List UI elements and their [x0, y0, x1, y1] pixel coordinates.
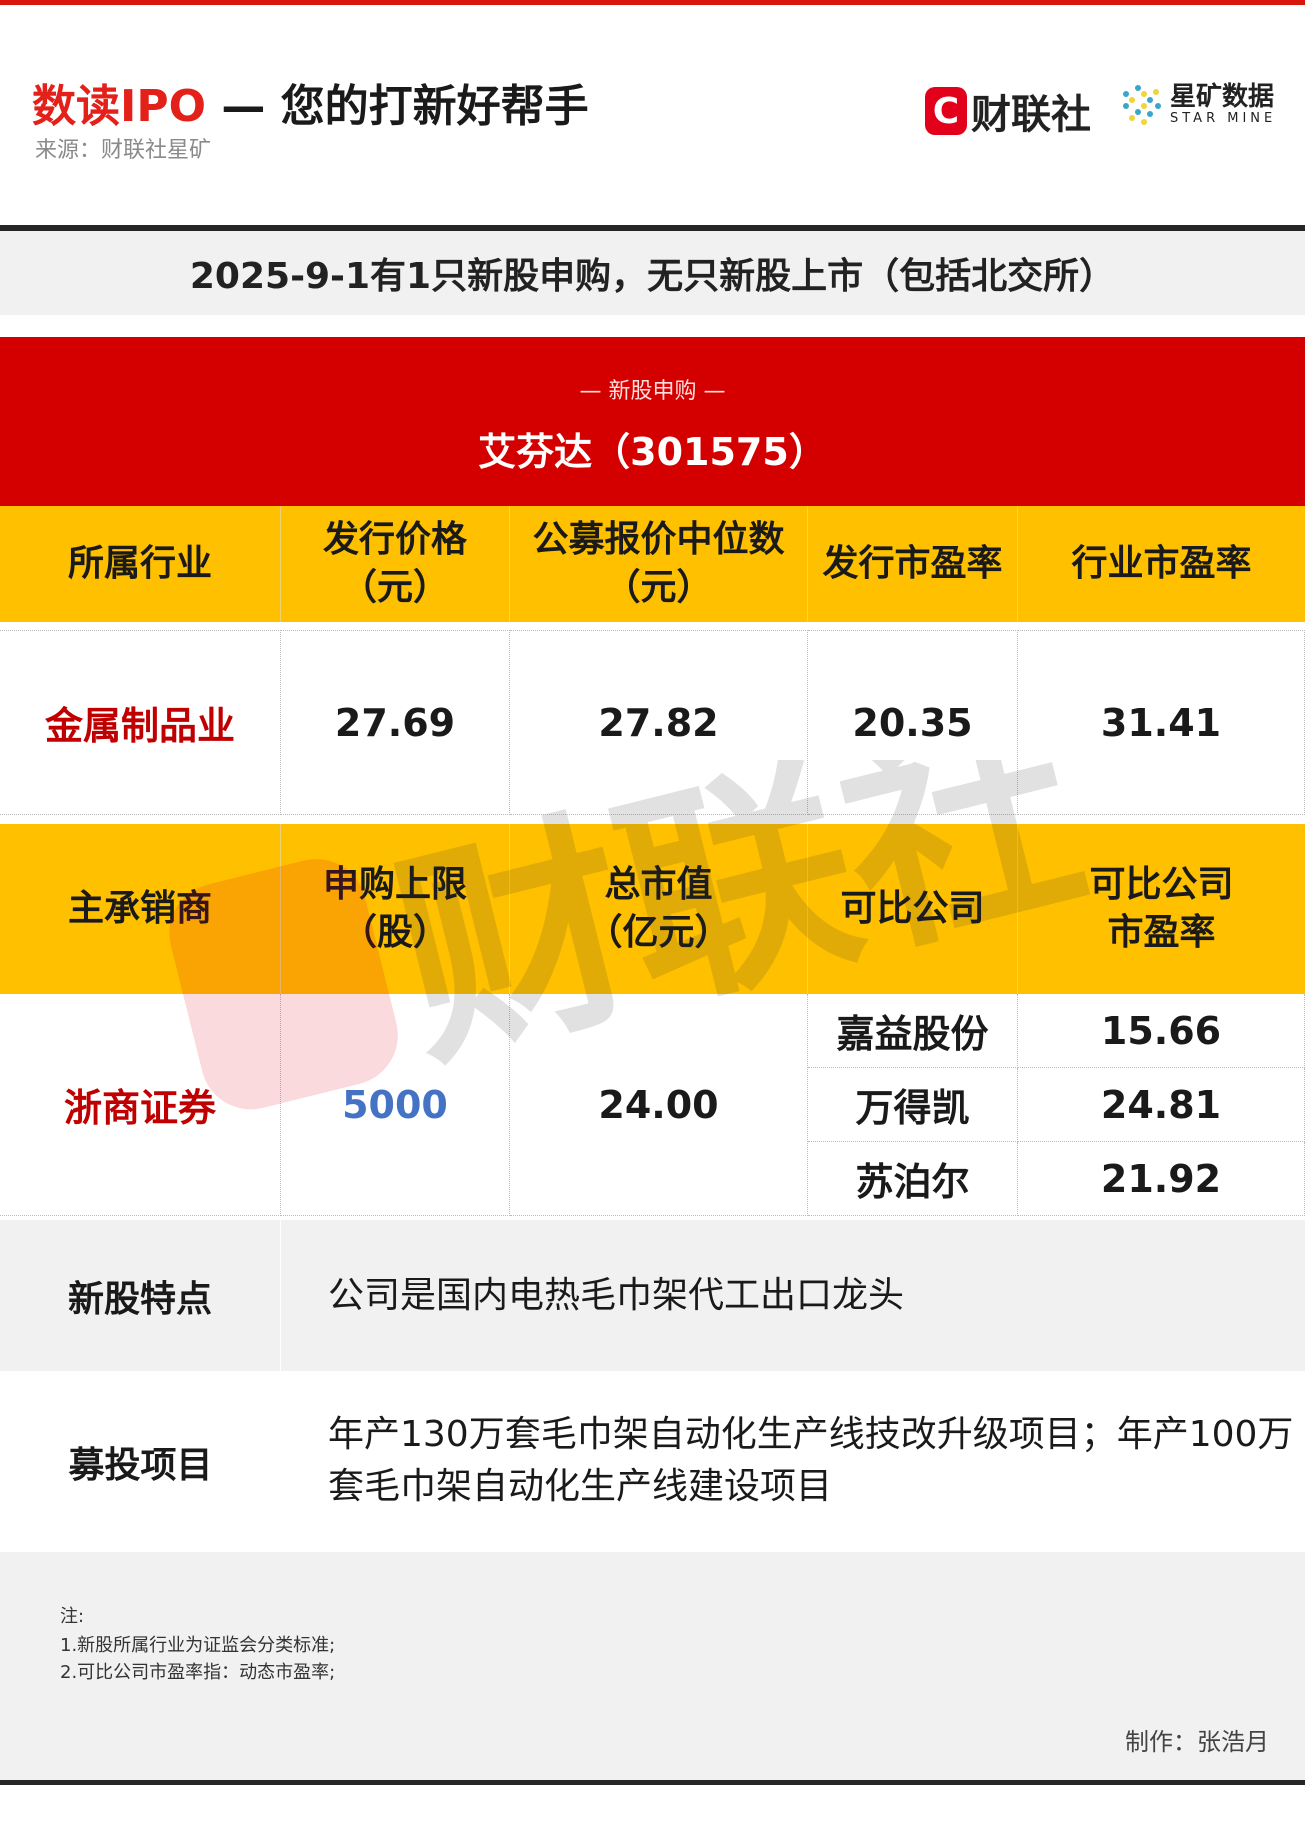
comparable-pe: 21.92	[1018, 1142, 1305, 1216]
market-cap-value: 24.00	[510, 994, 808, 1216]
projects-text: 年产130万套毛巾架自动化生产线技改升级项目；年产100万套毛巾架自动化生产线建…	[328, 1414, 1294, 1507]
features-row: 新股特点 公司是国内电热毛巾架代工出口龙头	[0, 1220, 1305, 1371]
comparable-name: 苏泊尔	[808, 1142, 1018, 1216]
comparable-name: 嘉益股份	[808, 994, 1018, 1068]
author-credit: 制作：张浩月	[1125, 1728, 1269, 1756]
header-subscription-limit: 申购上限 （股）	[281, 824, 510, 994]
header-industry-pe: 行业市盈率	[1018, 506, 1305, 622]
issue-pe-value: 20.35	[808, 630, 1018, 815]
starmine-cn: 星矿数据	[1170, 81, 1275, 112]
industry-pe-value: 31.41	[1018, 630, 1305, 815]
underwriter-value: 浙商证券	[0, 994, 281, 1216]
header-industry: 所属行业	[0, 506, 281, 622]
note-item: 1.新股所属行业为证监会分类标准;	[60, 1635, 336, 1656]
comparable-pe: 24.81	[1018, 1068, 1305, 1142]
title-highlight: 数读IPO	[32, 81, 207, 132]
header-comparables-pe: 可比公司 市盈率	[1018, 824, 1305, 994]
source-label: 来源：财联社星矿	[35, 138, 212, 163]
issue-price-value: 27.69	[281, 630, 510, 815]
features-label: 新股特点	[0, 1220, 281, 1371]
projects-label: 募投项目	[68, 1444, 213, 1486]
title-subtitle: — 您的打新好帮手	[206, 81, 589, 132]
section-label: — 新股申购 —	[579, 379, 726, 404]
starmine-dots-icon	[1123, 85, 1161, 125]
industry-value: 金属制品业	[0, 630, 281, 815]
header-issue-price: 发行价格 （元）	[281, 506, 510, 622]
notes-title: 注:	[60, 1606, 85, 1627]
summary-banner: 2025-9-1有1只新股申购，无只新股上市（包括北交所）	[0, 231, 1305, 315]
notes-section: 注: 1.新股所属行业为证监会分类标准; 2.可比公司市盈率指：动态市盈率; 制…	[0, 1552, 1305, 1780]
starmine-logo: 星矿数据 STAR MINE	[1118, 80, 1276, 128]
bottom-line	[0, 1780, 1305, 1785]
comparable-name: 万得凯	[808, 1068, 1018, 1142]
top-accent-line	[0, 0, 1305, 5]
comparable-pe: 15.66	[1018, 994, 1305, 1068]
company-name: 艾芬达（301575）	[478, 430, 827, 474]
projects-row: 募投项目 年产130万套毛巾架自动化生产线技改升级项目；年产100万套毛巾架自动…	[0, 1371, 1305, 1552]
median-quote-value: 27.82	[510, 630, 808, 815]
page-title: 数读IPO — 您的打新好帮手	[32, 70, 589, 134]
header-market-cap: 总市值 （亿元）	[510, 824, 808, 994]
header-issue-pe: 发行市盈率	[808, 506, 1018, 622]
cls-logo: C 财联社	[925, 82, 1091, 140]
header-median-quote: 公募报价中位数 （元）	[510, 506, 808, 622]
section-header: — 新股申购 — 艾芬达（301575）	[0, 337, 1305, 506]
header-comparables: 可比公司	[808, 824, 1018, 994]
cls-logo-icon: C	[925, 87, 967, 135]
cls-logo-text: 财联社	[971, 92, 1091, 138]
header-underwriter: 主承销商	[0, 824, 281, 994]
divider	[0, 225, 1305, 231]
subscription-limit-value: 5000	[281, 994, 510, 1216]
features-text: 公司是国内电热毛巾架代工出口龙头	[328, 1275, 905, 1316]
starmine-en: STAR MINE	[1170, 110, 1277, 126]
note-item: 2.可比公司市盈率指：动态市盈率;	[60, 1662, 336, 1683]
